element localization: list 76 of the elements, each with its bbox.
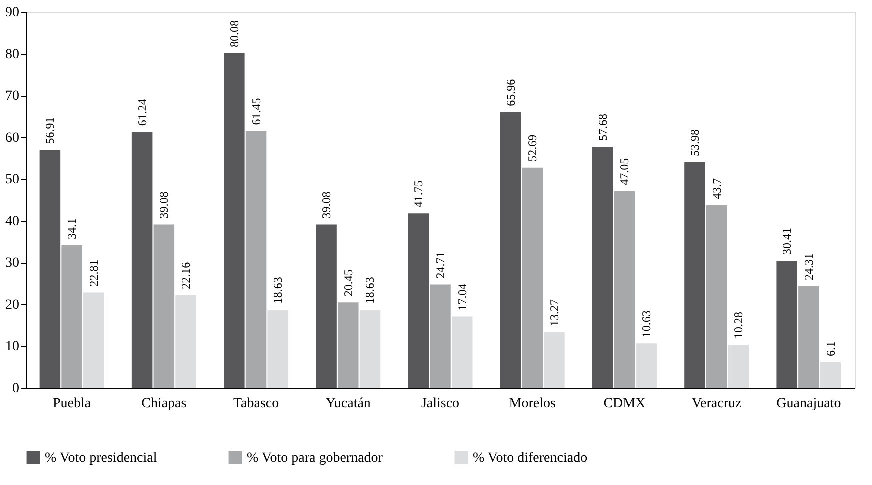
y-tick-label: 20 [6, 298, 20, 313]
data-label: 39.08 [157, 192, 172, 219]
bar [408, 214, 430, 388]
x-tick-label: Tabasco [233, 396, 280, 412]
data-label: 18.63 [363, 277, 378, 304]
x-tick-label: Morelos [509, 396, 556, 412]
x-tick-label: Veracruz [692, 396, 742, 412]
data-label: 52.69 [526, 134, 540, 162]
bar [500, 112, 522, 388]
y-tick-label: 90 [6, 6, 20, 20]
bar [636, 344, 657, 388]
bar [338, 302, 359, 388]
data-label: 39.08 [320, 192, 334, 219]
bar [544, 332, 565, 388]
bar [176, 295, 196, 388]
data-label: 13.27 [547, 300, 562, 327]
bar [614, 191, 636, 388]
data-label: 22.16 [179, 262, 194, 290]
x-tick-label: CDMX [604, 396, 646, 412]
data-label: 53.98 [688, 129, 702, 156]
bar [40, 150, 61, 388]
data-label: 57.68 [596, 114, 610, 142]
data-label: 6.1 [824, 342, 838, 357]
data-label: 18.63 [271, 277, 286, 304]
bar [684, 162, 706, 388]
bar [522, 168, 543, 388]
data-label: 10.63 [640, 310, 654, 338]
x-tick-label: Jalisco [421, 396, 460, 412]
bar [84, 292, 104, 388]
bar [246, 131, 267, 388]
data-label: 41.75 [412, 180, 426, 208]
bar [154, 224, 175, 388]
bar [776, 260, 798, 388]
bar [798, 286, 820, 388]
data-label: 17.04 [455, 284, 470, 311]
data-label: 30.41 [780, 228, 794, 255]
bar [224, 53, 245, 388]
data-label: 10.28 [732, 312, 746, 340]
data-label: 34.1 [65, 218, 80, 240]
bar [132, 132, 153, 388]
data-label: 61.24 [135, 99, 150, 126]
y-tick-label: 40 [6, 214, 20, 230]
data-label: 24.71 [434, 252, 448, 279]
bar [452, 316, 473, 388]
data-label: 43.7 [710, 178, 724, 200]
bar [592, 147, 614, 388]
y-tick-label: 0 [12, 382, 20, 396]
bar [706, 205, 728, 388]
y-tick-label: 50 [6, 172, 20, 188]
data-label: 47.05 [618, 158, 632, 186]
legend-label: % Voto para gobernador [247, 450, 384, 466]
bar [430, 284, 451, 388]
bar [268, 310, 289, 388]
x-tick-label: Puebla [53, 396, 92, 412]
data-label: 65.96 [504, 79, 518, 106]
bar [820, 362, 842, 388]
y-tick-label: 80 [6, 47, 20, 62]
data-label: 61.45 [249, 98, 264, 126]
data-label: 22.81 [86, 260, 101, 287]
legend-label: % Voto presidencial [45, 450, 158, 466]
y-tick-label: 30 [6, 256, 20, 272]
bar [316, 224, 337, 388]
data-label: 80.08 [227, 20, 242, 48]
x-tick-label: Yucatán [326, 396, 371, 412]
y-tick-label: 60 [6, 130, 20, 146]
x-tick-label: Guanajuato [776, 396, 842, 412]
data-label: 24.31 [802, 253, 816, 280]
bar [728, 345, 750, 388]
data-label: 56.91 [43, 117, 58, 144]
y-tick-label: 10 [6, 340, 20, 355]
legend-label: % Voto diferenciado [473, 450, 588, 466]
bar [360, 310, 381, 388]
y-tick-label: 70 [6, 89, 20, 104]
data-label: 20.45 [341, 270, 356, 297]
bar [62, 246, 82, 388]
x-tick-label: Chiapas [142, 396, 187, 412]
